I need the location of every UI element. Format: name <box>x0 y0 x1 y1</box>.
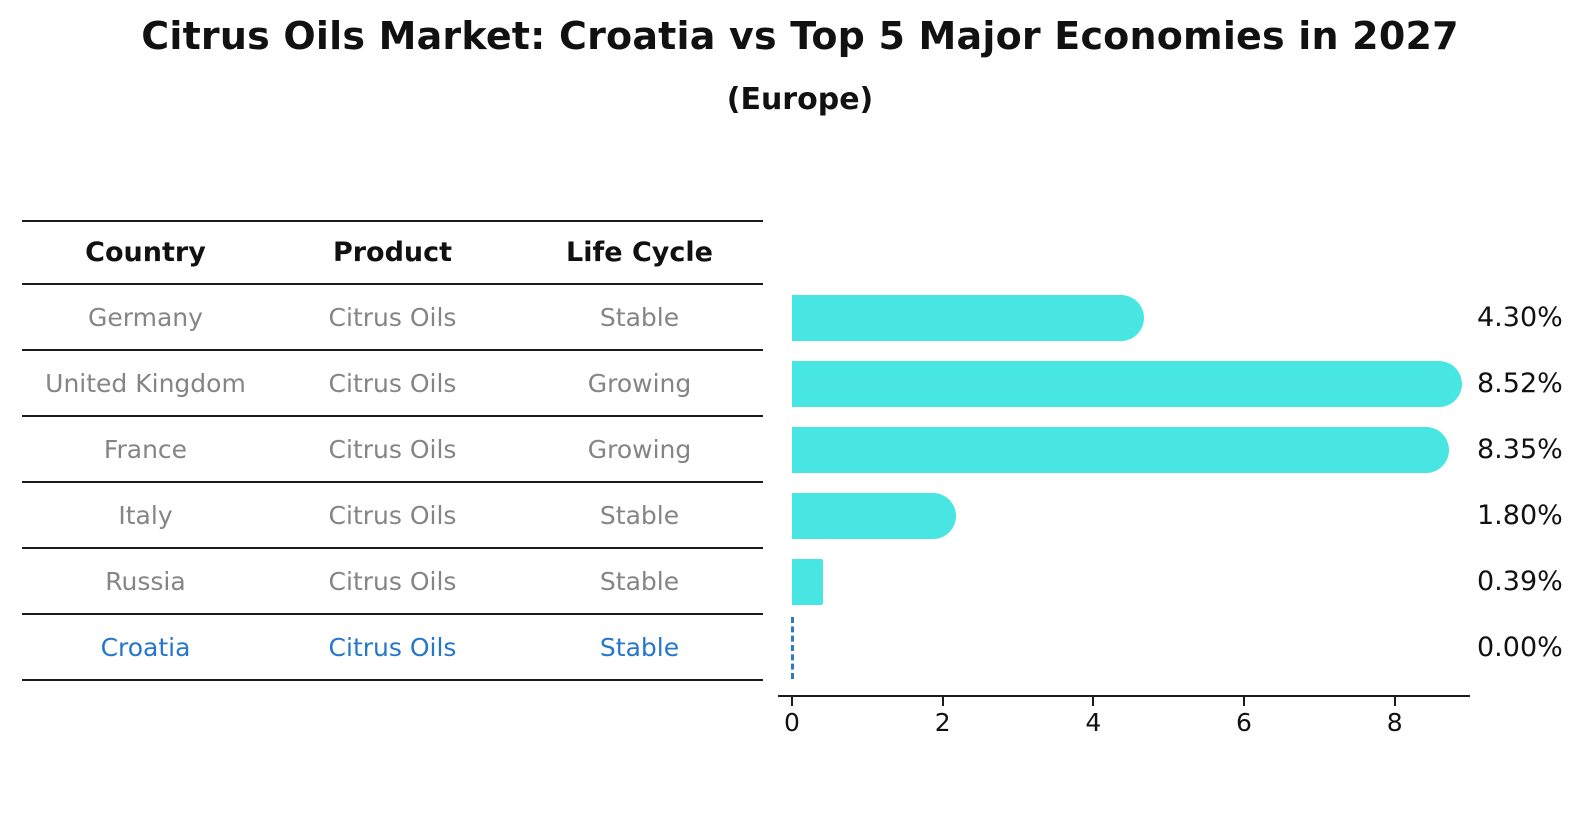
x-axis-tick <box>1243 697 1245 706</box>
bar-russia <box>792 559 823 605</box>
bar-plot-area <box>791 285 1470 695</box>
bar-united-kingdom <box>792 361 1462 407</box>
table-cell-country: Germany <box>88 302 203 332</box>
table-cell-life-cycle: Stable <box>599 500 680 530</box>
x-axis-tick-label: 2 <box>934 708 951 737</box>
bar-italy <box>792 493 956 539</box>
table-cell-country: Croatia <box>100 632 191 662</box>
table-row: Italy Citrus Oils Stable <box>22 483 763 549</box>
table-cell-life-cycle: Growing <box>587 368 692 398</box>
x-axis-tick-label: 0 <box>784 708 800 737</box>
table-row: United Kingdom Citrus Oils Growing <box>22 351 763 417</box>
table-header-country: Country <box>85 237 206 268</box>
x-axis-tick <box>1393 697 1396 706</box>
x-axis-tick-label: 4 <box>1085 708 1102 737</box>
country-table: Country Product Life Cycle Germany Citrus… <box>22 220 763 681</box>
table-header-row: Country Product Life Cycle <box>22 220 763 285</box>
table-row: Russia Citrus Oils Stable <box>22 549 763 615</box>
table-cell-product: Citrus Oils <box>328 434 457 464</box>
table-cell-product: Citrus Oils <box>328 302 457 332</box>
table-cell-life-cycle: Stable <box>599 632 680 662</box>
value-label: 8.52% <box>1477 368 1563 399</box>
table-cell-country: Russia <box>105 566 186 596</box>
table-cell-country: Italy <box>118 500 173 530</box>
x-axis-line <box>778 695 1470 697</box>
table-cell-product: Citrus Oils <box>328 368 457 398</box>
bar-germany <box>792 295 1144 341</box>
table-cell-product: Citrus Oils <box>328 632 457 662</box>
x-axis-tick <box>941 697 944 706</box>
table-cell-life-cycle: Stable <box>599 566 680 596</box>
table-header-life-cycle: Life Cycle <box>566 237 713 268</box>
value-label: 4.30% <box>1477 302 1563 333</box>
value-label: 1.80% <box>1477 500 1563 531</box>
table-cell-product: Citrus Oils <box>328 566 457 596</box>
table-row: Germany Citrus Oils Stable <box>22 285 763 351</box>
x-axis-tick-label: 6 <box>1236 708 1252 737</box>
x-axis-tick <box>791 697 793 706</box>
chart-title: Citrus Oils Market: Croatia vs Top 5 Maj… <box>141 14 1459 58</box>
x-axis-tick <box>1092 697 1095 706</box>
value-label: 0.00% <box>1477 632 1563 663</box>
table-row: France Citrus Oils Growing <box>22 417 763 483</box>
chart-subtitle: (Europe) <box>726 82 874 117</box>
table-header-product: Product <box>332 237 453 268</box>
table-cell-product: Citrus Oils <box>328 500 457 530</box>
zero-value-dashed-marker <box>791 617 794 679</box>
bar-france <box>792 427 1449 473</box>
table-cell-life-cycle: Stable <box>599 302 680 332</box>
x-axis-tick-label: 8 <box>1386 708 1403 737</box>
value-label: 0.39% <box>1477 566 1563 597</box>
table-cell-country: United Kingdom <box>45 368 246 398</box>
table-body: Germany Citrus Oils Stable United Kingdom Ci… <box>22 285 763 681</box>
table-cell-life-cycle: Growing <box>587 434 692 464</box>
value-label: 8.35% <box>1477 434 1563 465</box>
table-cell-country: France <box>103 434 188 464</box>
table-row: Croatia Citrus Oils Stable <box>22 615 763 681</box>
